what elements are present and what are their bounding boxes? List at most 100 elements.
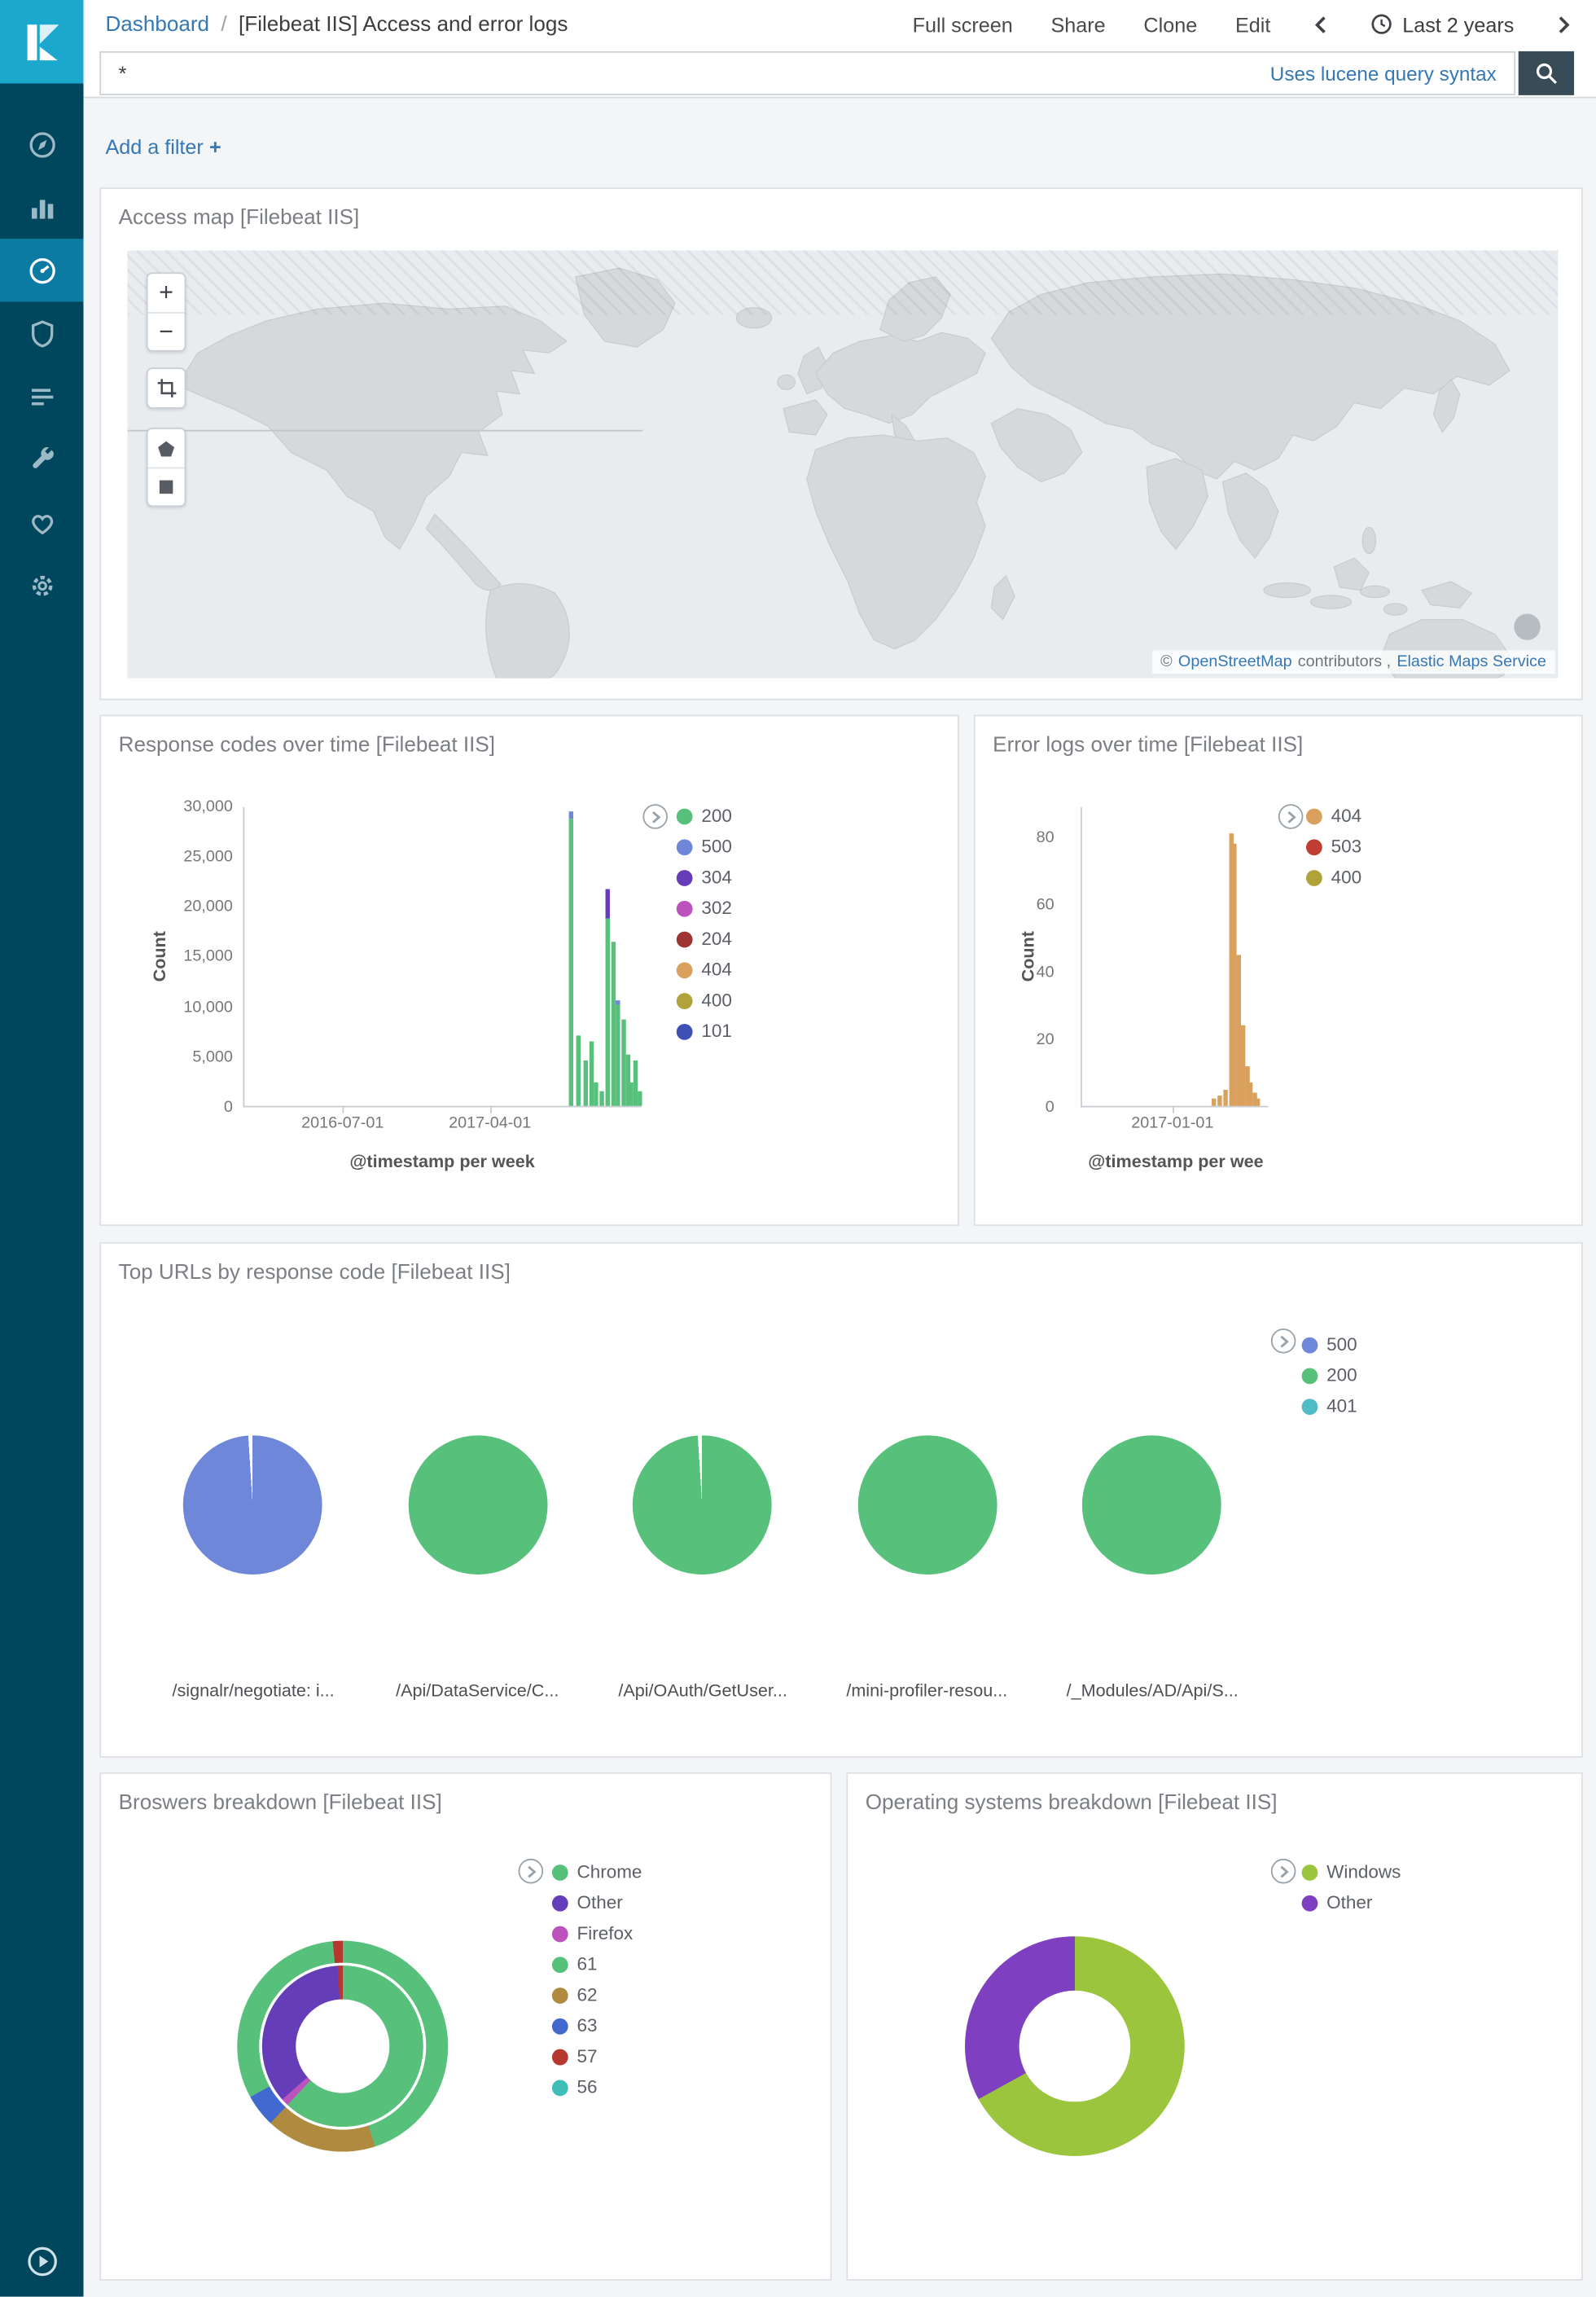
legend-item[interactable]: 101	[676, 1021, 732, 1041]
bar[interactable]	[589, 1042, 594, 1106]
bar-segment	[629, 1082, 634, 1106]
nav-item-logging[interactable]	[0, 365, 83, 428]
draw-polygon-button[interactable]	[147, 428, 185, 468]
legend-toggle-button[interactable]	[642, 804, 668, 829]
nav-item-management[interactable]	[0, 554, 83, 617]
legend-item[interactable]: 63	[551, 2015, 642, 2036]
map-info-button[interactable]	[1514, 613, 1541, 640]
legend-item[interactable]: 400	[1305, 867, 1361, 888]
legend-item[interactable]: 57	[551, 2046, 642, 2066]
legend-toggle-button[interactable]	[1270, 1858, 1296, 1884]
bar[interactable]	[634, 1060, 638, 1106]
nav-item-visualize[interactable]	[0, 176, 83, 239]
zoom-in-button[interactable]: +	[147, 274, 185, 313]
legend-item[interactable]: 500	[1301, 1334, 1357, 1355]
time-back-button[interactable]	[1309, 14, 1332, 34]
lucene-syntax-link[interactable]: Uses lucene query syntax	[1269, 62, 1497, 85]
bar[interactable]	[605, 889, 610, 1106]
legend-item[interactable]: 200	[1301, 1365, 1357, 1386]
time-forward-button[interactable]	[1552, 14, 1576, 34]
nav-item-dev-tools[interactable]	[0, 428, 83, 490]
search-input[interactable]	[101, 61, 1270, 86]
legend-item[interactable]: 200	[676, 806, 732, 826]
x-tick-label: 2017-04-01	[449, 1107, 532, 1133]
legend-item[interactable]: 302	[676, 898, 732, 918]
bar[interactable]	[629, 1082, 634, 1106]
legend-item[interactable]: Firefox	[551, 1923, 642, 1943]
pie-chart[interactable]	[1081, 1435, 1221, 1575]
bar[interactable]	[620, 1019, 625, 1106]
pie-chart[interactable]	[632, 1435, 772, 1575]
bar[interactable]	[1252, 1092, 1257, 1106]
legend-item[interactable]: 400	[676, 990, 732, 1011]
edit-button[interactable]: Edit	[1234, 12, 1271, 37]
time-picker-button[interactable]: Last 2 years	[1370, 12, 1515, 37]
openstreetmap-link[interactable]: OpenStreetMap	[1177, 652, 1292, 671]
bar[interactable]	[577, 1036, 581, 1106]
zoom-out-button[interactable]: −	[147, 312, 185, 350]
legend-toggle-button[interactable]	[518, 1858, 544, 1884]
legend-item[interactable]: 503	[1305, 837, 1361, 857]
legend-item[interactable]: 401	[1301, 1396, 1357, 1416]
legend-swatch	[551, 1925, 568, 1942]
nav-item-dashboard[interactable]	[0, 239, 84, 302]
legend-item[interactable]: 62	[551, 1985, 642, 2005]
legend-item[interactable]: Other	[551, 1892, 642, 1913]
bar[interactable]	[568, 810, 573, 1106]
bar-chart-plot[interactable]	[1081, 806, 1269, 1108]
bar[interactable]	[599, 1091, 604, 1106]
bar[interactable]	[1212, 1099, 1217, 1106]
bar[interactable]	[1232, 844, 1238, 1106]
bar[interactable]	[1237, 955, 1242, 1106]
bar[interactable]	[1244, 1065, 1250, 1106]
panel-title: Access map [Filebeat IIS]	[118, 206, 360, 231]
legend: Windows Other	[1301, 1862, 1401, 1913]
legend-item[interactable]: 404	[676, 960, 732, 980]
time-range-label: Last 2 years	[1402, 12, 1515, 37]
legend-item[interactable]: 500	[676, 837, 732, 857]
nav-item-security[interactable]	[0, 301, 83, 364]
bar[interactable]	[1217, 1096, 1222, 1106]
pie-chart[interactable]	[857, 1435, 998, 1575]
world-map[interactable]: + − © OpenStreetMap contributor	[127, 250, 1559, 679]
add-filter-plus-icon[interactable]: +	[209, 134, 221, 159]
breadcrumb-dashboard-link[interactable]: Dashboard	[105, 12, 210, 37]
pie-chart[interactable]	[408, 1435, 548, 1575]
bar[interactable]	[638, 1091, 642, 1106]
crop-tool-button[interactable]	[147, 369, 185, 407]
nav-item-monitoring[interactable]	[0, 490, 83, 553]
share-button[interactable]: Share	[1050, 12, 1106, 37]
draw-rectangle-button[interactable]	[147, 467, 185, 506]
bar[interactable]	[1223, 1089, 1228, 1106]
add-filter-link[interactable]: Add a filter	[105, 134, 204, 159]
bar[interactable]	[625, 1054, 630, 1106]
bar[interactable]	[611, 942, 616, 1106]
legend-item[interactable]: 61	[551, 1954, 642, 1974]
search-button[interactable]	[1518, 51, 1575, 95]
legend-item[interactable]: Other	[1301, 1892, 1401, 1913]
legend-item[interactable]: Chrome	[551, 1862, 642, 1882]
bar[interactable]	[582, 1060, 588, 1106]
legend-toggle-button[interactable]	[1270, 1328, 1296, 1354]
pie-chart[interactable]	[182, 1435, 322, 1575]
bar[interactable]	[1248, 1082, 1253, 1106]
bar[interactable]	[1228, 833, 1234, 1106]
bar[interactable]	[616, 1000, 621, 1106]
legend-toggle-button[interactable]	[1278, 804, 1304, 829]
elastic-maps-service-link[interactable]: Elastic Maps Service	[1396, 652, 1546, 671]
collapse-nav-button[interactable]	[0, 2244, 83, 2279]
full-screen-button[interactable]: Full screen	[912, 12, 1013, 37]
legend-item[interactable]: 404	[1305, 806, 1361, 826]
legend-item[interactable]: 56	[551, 2077, 642, 2097]
kibana-logo[interactable]	[0, 0, 84, 84]
clone-button[interactable]: Clone	[1143, 12, 1198, 37]
bar[interactable]	[594, 1082, 599, 1106]
legend-item[interactable]: 204	[676, 929, 732, 949]
nav-item-discover[interactable]	[0, 112, 83, 175]
legend-item[interactable]: 304	[676, 867, 732, 888]
legend-item[interactable]: Windows	[1301, 1862, 1401, 1882]
bar-chart-plot[interactable]	[243, 806, 642, 1108]
bar[interactable]	[1241, 1025, 1246, 1106]
bar[interactable]	[1256, 1099, 1261, 1106]
legend-swatch	[551, 2048, 568, 2065]
